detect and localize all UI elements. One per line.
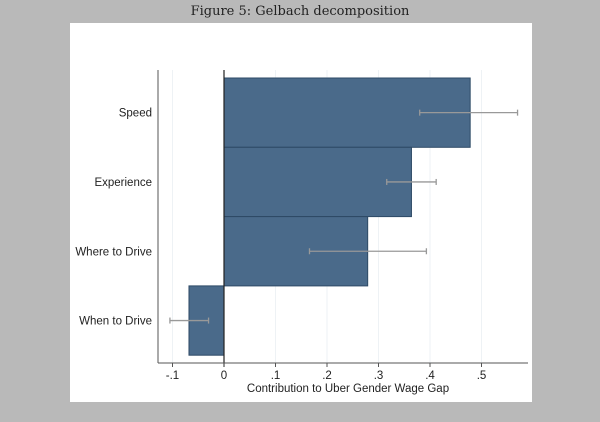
- x-tick-label: 0: [221, 370, 227, 382]
- x-tick-label: .4: [425, 370, 435, 382]
- category-label: Speed: [119, 108, 152, 120]
- category-label: When to Drive: [79, 316, 152, 328]
- x-tick-label: .5: [477, 370, 487, 382]
- x-tick-label: .2: [322, 370, 332, 382]
- chart-title: Figure 5: Gelbach decomposition: [190, 4, 410, 19]
- x-axis-label: Contribution to Uber Gender Wage Gap: [247, 383, 449, 395]
- category-label: Experience: [94, 177, 152, 189]
- category-label: Where to Drive: [75, 246, 152, 258]
- x-tick-label: .1: [271, 370, 281, 382]
- bar-experience: [223, 146, 412, 218]
- x-tick-label: .3: [374, 370, 384, 382]
- x-tick-label: -.1: [166, 370, 179, 382]
